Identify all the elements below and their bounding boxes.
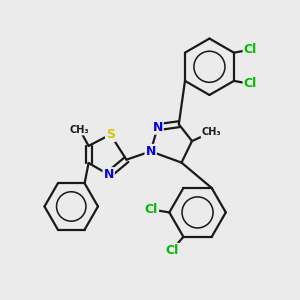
Text: N: N bbox=[146, 145, 156, 158]
Text: CH₃: CH₃ bbox=[202, 127, 221, 137]
Text: Cl: Cl bbox=[244, 43, 257, 56]
Text: CH₃: CH₃ bbox=[70, 124, 89, 135]
Text: Cl: Cl bbox=[165, 244, 178, 257]
Text: Cl: Cl bbox=[244, 77, 257, 90]
Text: Cl: Cl bbox=[145, 203, 158, 216]
Text: N: N bbox=[152, 121, 163, 134]
Text: N: N bbox=[103, 168, 114, 181]
Text: S: S bbox=[106, 128, 115, 141]
